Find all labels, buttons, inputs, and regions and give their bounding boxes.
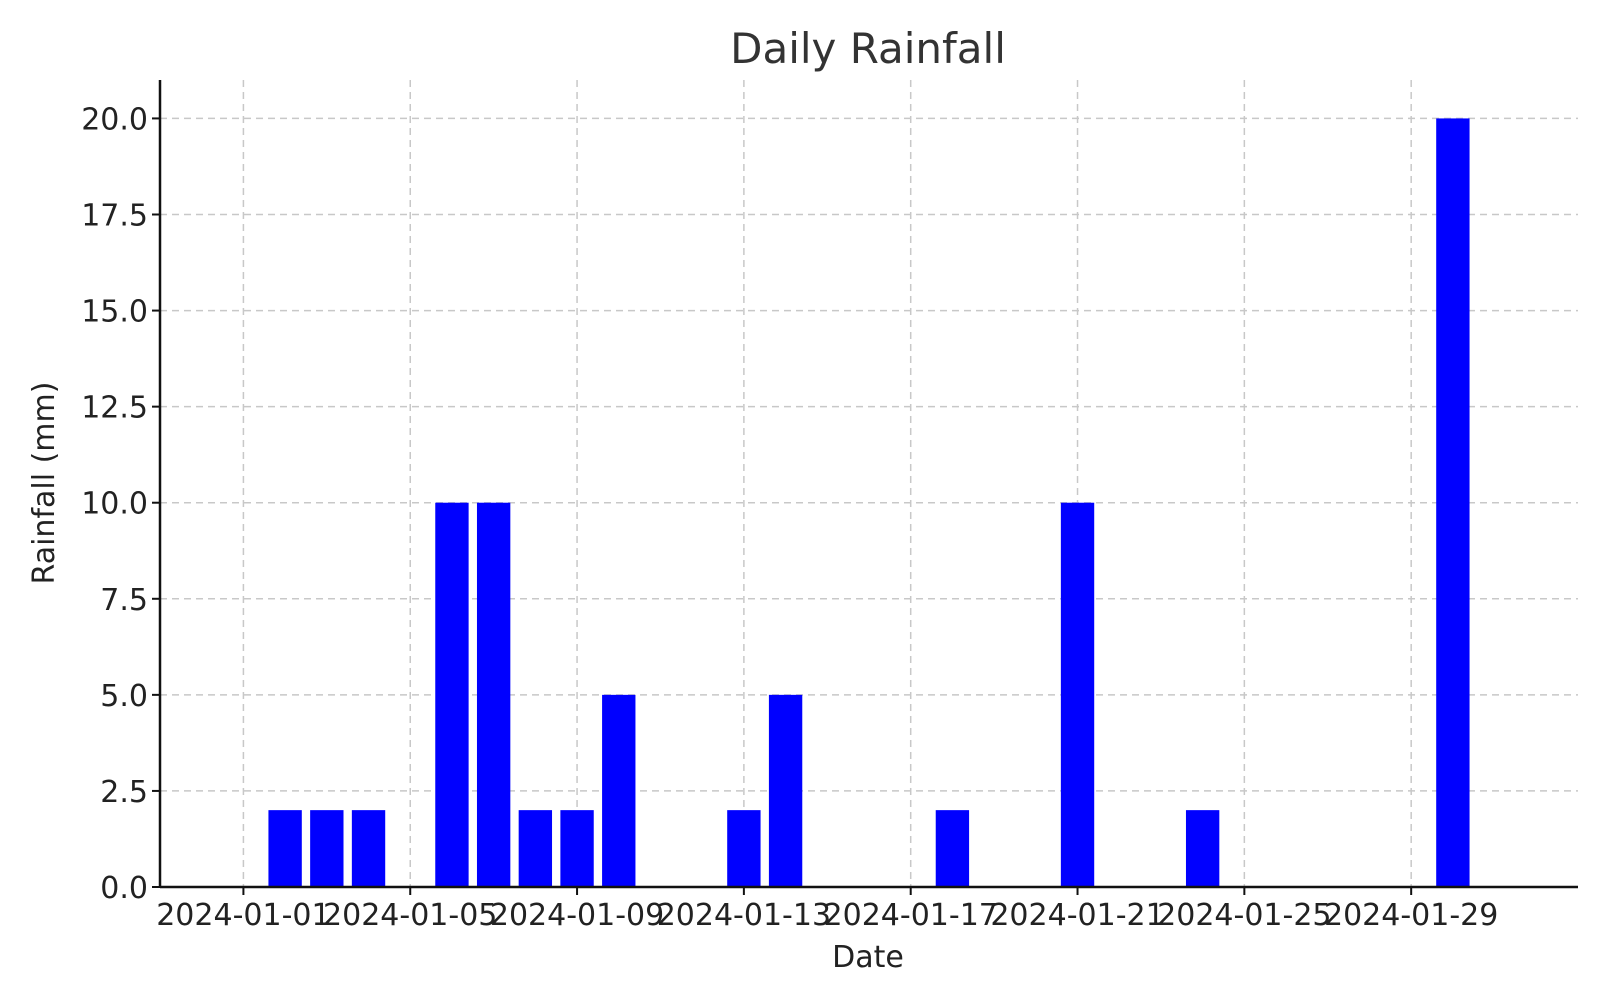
bar-2024-01-09 [560,810,594,887]
bar-2024-01-24 [1185,810,1220,887]
bar-2024-01-02 [268,810,302,887]
x-tick-label: 2024-01-17 [824,898,998,933]
y-tick-label: 17.5 [81,199,148,234]
y-tick-label: 10.0 [81,487,148,522]
x-tick-label: 2024-01-25 [1157,898,1331,933]
bar-2024-01-03 [310,810,344,887]
x-ticks: 2024-01-012024-01-052024-01-092024-01-13… [156,887,1498,933]
x-axis-label: Date [832,940,904,975]
x-tick-label: 2024-01-01 [156,898,330,933]
y-tick-label: 15.0 [81,295,148,330]
chart-title: Daily Rainfall [730,24,1006,73]
x-tick-label: 2024-01-05 [323,898,497,933]
y-axis-label: Rainfall (mm) [27,382,62,585]
bar-2024-01-06 [435,502,469,887]
y-tick-label: 7.5 [100,583,148,618]
x-tick-label: 2024-01-29 [1324,898,1498,933]
bar-2024-01-30 [1436,118,1470,887]
x-tick-label: 2024-01-13 [657,898,831,933]
y-tick-label: 5.0 [100,679,148,714]
bar-2024-01-08 [518,810,553,887]
bar-2024-01-14 [768,694,803,887]
y-tick-label: 20.0 [81,102,148,137]
bars [268,118,1470,887]
y-ticks: 0.0 2.5 5.0 7.5 10.0 12.5 15.0 17.5 20.0 [81,102,160,906]
bar-2024-01-07 [476,502,511,887]
x-tick-label: 2024-01-21 [990,898,1164,933]
bar-2024-01-04 [351,810,386,887]
x-tick-label: 2024-01-09 [490,898,664,933]
bar-2024-01-10 [602,694,636,887]
axes [158,80,1578,889]
y-tick-label: 12.5 [81,391,148,426]
grid-lines [160,80,1578,888]
y-tick-label: 2.5 [100,775,148,810]
bar-2024-01-13 [727,810,761,887]
bar-2024-01-21 [1060,502,1095,887]
bar-2024-01-18 [935,810,970,887]
y-tick-label: 0.0 [100,871,148,906]
